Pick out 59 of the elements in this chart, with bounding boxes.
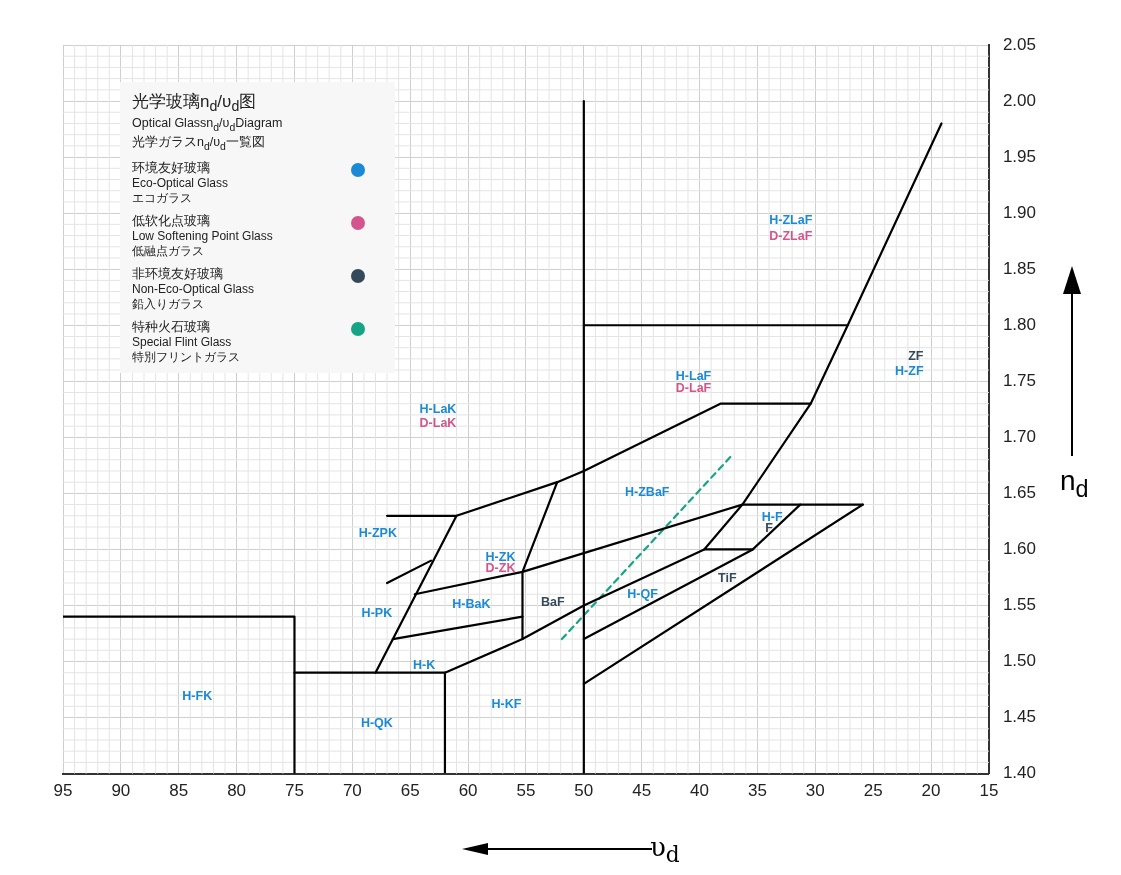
y-tick-label: 1.65	[1002, 483, 1037, 503]
x-tick-label: 85	[169, 781, 189, 801]
y-tick-label: 1.80	[1002, 314, 1037, 334]
x-tick-label: 30	[805, 781, 825, 801]
annotation: 光学ガラスn$_{d}$/υ$_{d}$一覧図	[132, 134, 266, 154]
x-tick-label: 70	[342, 781, 362, 801]
x-tick-label: 35	[747, 781, 767, 801]
x-tick-label: 95	[53, 781, 73, 801]
annotation: H-ZPK	[358, 526, 397, 541]
y-tick-label: 1.95	[1002, 146, 1037, 166]
x-tick-label: 75	[285, 781, 304, 801]
annotation: H-ZF	[895, 363, 924, 378]
y-tick-label: 1.40	[1002, 763, 1037, 783]
y-tick-label: 1.45	[1002, 707, 1037, 727]
annotation: H-BaK	[452, 597, 491, 612]
x-tick-label: 15	[979, 781, 999, 801]
x-axis-title: υ$_{d}$	[650, 832, 680, 868]
x-tick-label: 90	[111, 781, 131, 801]
x-tick-label: 40	[690, 781, 710, 801]
y-tick-label: 1.70	[1002, 427, 1037, 447]
annotation: H-KF	[491, 696, 522, 711]
text: Optical Glassn$_{d}$/υ$_{d}$Diagram	[132, 116, 284, 135]
annotation: H-PK	[361, 605, 393, 620]
y-tick-label: 1.50	[1002, 651, 1037, 671]
x-tick-label: 45	[632, 781, 652, 801]
y-axis-title: n$_{d}$	[1060, 465, 1089, 503]
annotation: TiF	[718, 570, 737, 585]
annotation: BaF	[541, 594, 565, 609]
annotation: ZF	[908, 349, 924, 364]
y-tick-label: 1.60	[1002, 539, 1037, 559]
y-tick-label: 1.75	[1002, 370, 1037, 390]
y-tick-label: 2.00	[1002, 90, 1037, 110]
x-tick-label: 65	[400, 781, 420, 801]
annotation: 低软化点玻璃 Low Softening Point Glass 低融点ガラス	[132, 213, 273, 259]
text: 光学玻璃n$_{d}$/υ$_{d}$图	[132, 91, 258, 115]
x-tick-label: 20	[921, 781, 941, 801]
annotation: 特种火石玻璃 Special Flint Glass 特別フリントガラス	[132, 319, 240, 365]
y-tick-label: 2.05	[1002, 34, 1037, 54]
x-tick-label: 50	[574, 781, 594, 801]
annotation: 环境友好玻璃 Eco-Optical Glass エコガラス	[132, 160, 229, 206]
annotation: 非环境友好玻璃 Non-Eco-Optical Glass 鉛入りガラス	[132, 266, 255, 312]
annotation: D-LaF	[675, 380, 712, 395]
annotation: H-QF	[627, 586, 659, 601]
annotation: H-ZBaF	[625, 484, 670, 499]
annotation: H-LaF	[675, 368, 712, 383]
x-tick-label: 80	[227, 781, 247, 801]
x-tick-label: 60	[458, 781, 478, 801]
x-tick-label: 55	[516, 781, 536, 801]
y-tick-label: 1.85	[1002, 258, 1037, 278]
annotation: H-ZLaF	[769, 213, 813, 228]
y-tick-label: 1.55	[1002, 595, 1037, 615]
x-tick-label: 25	[863, 781, 883, 801]
annotation: H-QK	[360, 715, 393, 730]
annotation: H-K	[413, 658, 436, 673]
annotation: D-ZLaF	[769, 229, 813, 244]
y-tick-label: 1.90	[1002, 202, 1037, 222]
annotation: D-LaK	[419, 416, 457, 431]
annotation: H-FK	[182, 688, 213, 703]
annotation: H-LaK	[419, 401, 457, 416]
